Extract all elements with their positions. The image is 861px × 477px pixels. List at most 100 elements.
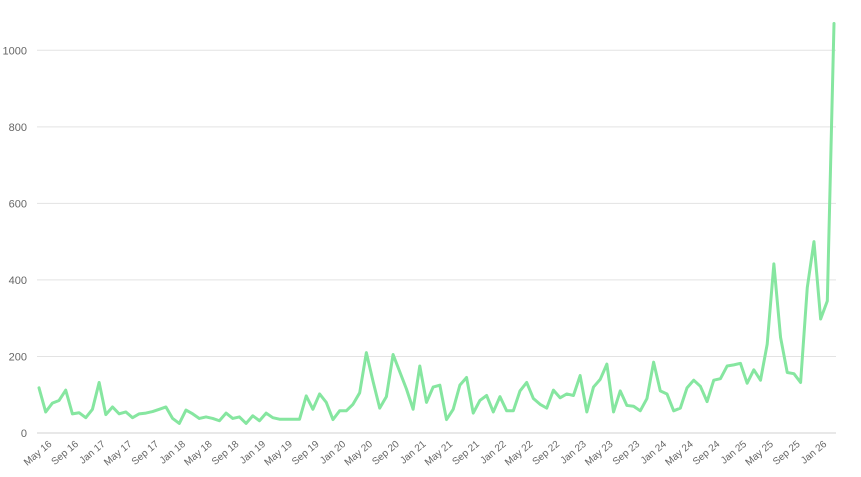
data-point — [117, 412, 121, 416]
data-point — [545, 406, 548, 410]
data-point — [592, 385, 595, 389]
data-point — [632, 405, 635, 408]
data-point — [258, 419, 261, 422]
x-tick-label: May 18 — [182, 439, 215, 469]
x-tick-label: Sep 16 — [50, 439, 82, 468]
x-tick-label: May 22 — [503, 439, 536, 469]
data-point — [765, 343, 769, 346]
data-point — [485, 394, 488, 397]
data-point — [385, 395, 388, 398]
data-point — [244, 422, 248, 425]
data-point — [284, 418, 288, 421]
data-point — [138, 412, 141, 416]
y-axis-ticks: 0 200 400 600 800 1000 — [3, 45, 27, 440]
data-point — [71, 412, 74, 416]
data-point — [124, 410, 128, 414]
data-point — [598, 378, 602, 381]
data-point — [371, 380, 375, 383]
data-point — [325, 401, 328, 404]
x-tick-label: May 25 — [744, 439, 777, 469]
data-point — [405, 387, 408, 391]
data-point — [452, 408, 455, 411]
x-tick-label: Sep 23 — [611, 439, 643, 468]
data-point — [84, 416, 87, 419]
data-point — [612, 410, 615, 414]
data-point — [645, 397, 649, 400]
data-point — [659, 389, 662, 393]
data-point — [131, 416, 134, 419]
data-point — [111, 405, 114, 409]
y-tick-label: 400 — [9, 275, 27, 287]
data-point — [518, 389, 522, 393]
data-point — [438, 383, 442, 387]
data-point — [358, 391, 361, 395]
data-point — [525, 381, 528, 384]
x-tick-label: Sep 22 — [531, 439, 563, 468]
data-point — [77, 411, 81, 414]
data-point — [51, 401, 54, 405]
data-point — [365, 351, 368, 354]
data-point — [158, 408, 161, 411]
data-point — [278, 418, 281, 421]
data-point — [37, 386, 41, 390]
data-point — [652, 361, 655, 364]
data-point — [792, 372, 796, 375]
data-point — [91, 408, 94, 411]
data-point — [478, 399, 482, 402]
data-point — [779, 336, 782, 339]
x-tick-label: May 19 — [263, 439, 296, 469]
data-point — [719, 377, 722, 380]
data-point — [418, 364, 421, 368]
data-point — [291, 418, 295, 421]
x-tick-label: May 17 — [102, 439, 135, 469]
data-point — [398, 370, 401, 373]
data-point — [271, 416, 275, 419]
series-line — [37, 21, 836, 425]
x-tick-label: Sep 24 — [691, 439, 723, 468]
data-point — [685, 386, 689, 390]
data-point — [679, 406, 682, 410]
data-point — [104, 413, 108, 416]
data-point — [786, 371, 789, 374]
data-point — [552, 388, 555, 392]
data-point — [665, 392, 669, 396]
data-point — [231, 417, 234, 420]
data-point — [639, 409, 642, 412]
data-point — [425, 401, 428, 404]
x-tick-label: May 21 — [423, 439, 456, 469]
data-point — [251, 414, 254, 417]
data-point — [505, 409, 508, 412]
data-point — [672, 409, 675, 412]
data-point — [311, 408, 315, 411]
data-point — [772, 262, 776, 266]
data-point — [97, 381, 101, 384]
data-point — [64, 388, 67, 392]
data-point — [391, 353, 395, 356]
data-point — [211, 417, 214, 420]
series-layer — [37, 21, 836, 425]
x-tick-label: May 20 — [343, 439, 376, 469]
data-point — [264, 411, 268, 415]
data-point — [298, 418, 301, 421]
data-point — [558, 396, 562, 399]
data-point — [238, 415, 241, 419]
y-tick-label: 600 — [9, 198, 27, 210]
data-point — [619, 389, 622, 393]
data-point — [759, 378, 762, 382]
data-point — [472, 411, 475, 415]
data-point — [171, 417, 174, 420]
data-point — [204, 415, 208, 419]
data-point — [198, 417, 201, 420]
data-point — [512, 409, 515, 412]
x-tick-label: Sep 25 — [771, 439, 803, 468]
data-point — [812, 240, 816, 243]
data-point — [411, 408, 415, 411]
data-point — [538, 403, 542, 406]
data-point — [57, 399, 61, 402]
data-point — [184, 408, 188, 412]
x-tick-label: May 23 — [583, 439, 616, 469]
data-point — [585, 410, 589, 414]
data-point — [819, 317, 822, 321]
x-tick-label: Sep 18 — [210, 439, 242, 468]
